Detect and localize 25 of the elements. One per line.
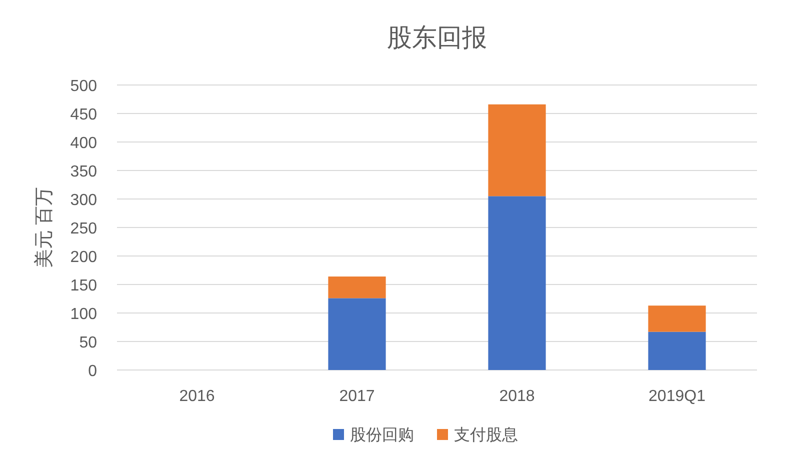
y-tick-label: 500 [70, 78, 98, 95]
bar [648, 332, 706, 370]
chart-title: 股东回报 [387, 24, 487, 52]
bar [488, 196, 546, 370]
bar [328, 298, 386, 370]
y-axis-title: 美元 百万 [33, 186, 55, 268]
y-tick-label: 50 [79, 334, 98, 352]
x-tick-label: 2017 [339, 388, 375, 405]
bar [328, 276, 386, 298]
legend-label: 支付股息 [454, 426, 518, 444]
x-tick-label: 2016 [179, 388, 215, 405]
x-tick-label: 2019Q1 [648, 388, 706, 405]
y-tick-label: 300 [70, 192, 98, 209]
y-tick-label: 450 [70, 106, 98, 124]
bar [648, 306, 706, 332]
y-tick-label: 200 [70, 249, 98, 266]
y-tick-label: 150 [70, 278, 98, 294]
x-tick-label: 2018 [499, 388, 535, 405]
y-tick-label: 250 [70, 220, 98, 238]
y-tick-label: 0 [88, 363, 98, 380]
y-tick-label: 100 [70, 306, 98, 323]
legend-label: 股份回购 [350, 427, 414, 444]
bar [488, 104, 546, 196]
y-tick-label: 350 [70, 164, 98, 180]
y-tick-label: 400 [70, 135, 98, 152]
